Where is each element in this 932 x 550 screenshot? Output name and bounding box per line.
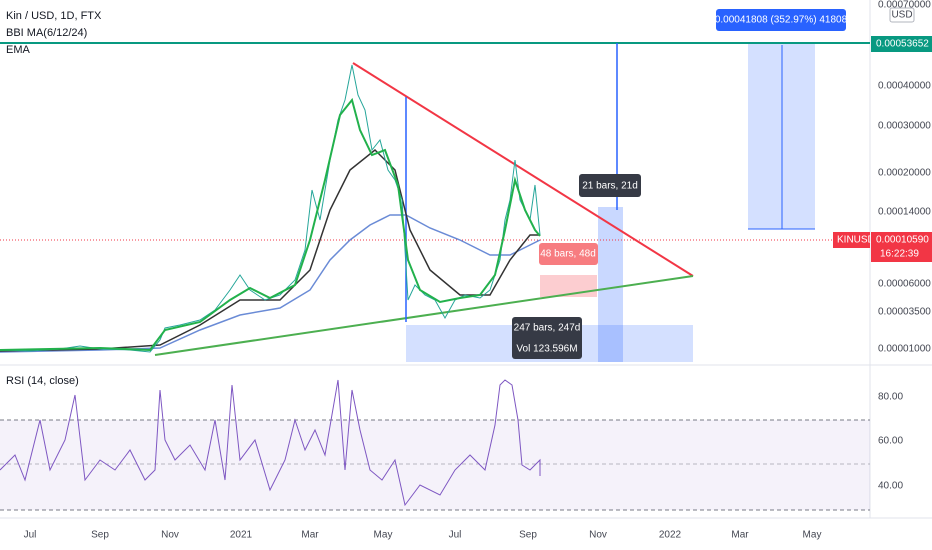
target-label-box [716,9,846,31]
time-label: Nov [161,530,179,541]
rsi-title: RSI (14, close) [6,375,79,387]
indicator-label: BBI MA(6/12/24) [6,27,87,39]
rsi-label: 40.00 [878,481,903,492]
range-label-box [512,317,582,359]
range-label: 247 bars, 247d [514,323,581,334]
rsi-line [0,379,541,507]
ema-fast [0,97,541,352]
trend-line-up [154,275,694,356]
price-label: 0.00006000 [878,279,931,290]
trend-line-down [352,62,694,277]
last-price-badge [871,232,932,262]
range-label-box [539,243,598,265]
last-price: 0.00010590 [876,235,929,246]
indicator-label: EMA [6,44,31,56]
price-label: 0.00014000 [878,207,931,218]
currency: USD [891,10,912,21]
level-badge [871,36,932,52]
range-box [598,207,623,362]
target-label: 0.00041808 (352.97%) 41808 [715,15,848,26]
ticker-badge-text: KINUSD [837,235,875,246]
time-label: May [803,530,822,541]
level-badge-text: 0.00053652 [876,39,929,50]
time-label: Sep [91,530,109,541]
range-label: 21 bars, 21d [582,181,638,192]
ticker-badge [833,232,870,248]
price-label: 0.00020000 [878,168,931,179]
time-label: Sep [519,530,537,541]
price-label: 0.00003500 [878,307,931,318]
time-label: May [374,530,393,541]
price-label: 0.00030000 [878,121,931,132]
rsi-band [0,420,870,510]
countdown: 16:22:39 [880,249,919,260]
price-label: 0.00001000 [878,344,931,355]
price-candles [0,64,541,353]
time-label: Mar [301,530,319,541]
ema-line [0,214,541,353]
range-label-box [579,174,641,197]
price-label: 0.00070000 [878,0,931,11]
time-label: 2021 [230,530,253,541]
rsi-label: 60.00 [878,436,903,447]
symbol-title: Kin / USD, 1D, FTX [6,10,102,22]
time-label: Nov [589,530,607,541]
time-label: Mar [731,530,749,541]
currency-badge [889,7,915,23]
rsi-label: 80.00 [878,392,903,403]
volume-label: Vol 123.596M [516,344,577,355]
time-label: 2022 [659,530,682,541]
range-label: 48 bars, 48d [540,249,596,260]
time-label: Jul [449,530,462,541]
time-label: Jul [24,530,37,541]
price-label: 0.00040000 [878,81,931,92]
bbi-line [0,148,540,352]
